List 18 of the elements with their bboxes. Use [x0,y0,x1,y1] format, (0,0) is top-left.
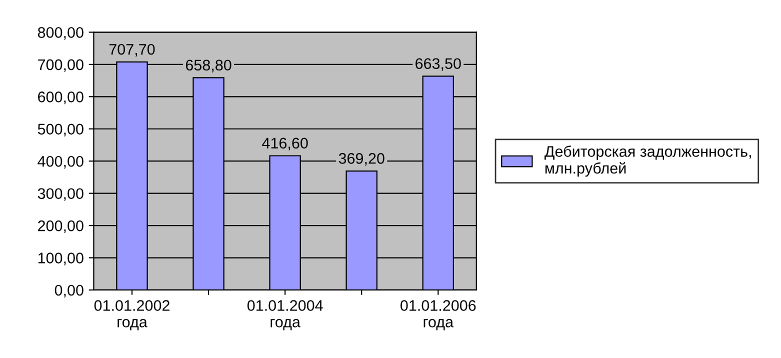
data-label: 658,80 [186,60,232,72]
data-label: 663,50 [416,58,461,71]
y-tick-label: 0,00 [54,284,84,298]
legend-label: Дебиторская задолженность, млн.рублей [544,146,751,177]
data-label: 707,70 [109,44,155,57]
y-tick-label: 500,00 [38,124,84,136]
x-tick-label: 01.01.2002 года [94,300,170,330]
y-tick-label: 200,00 [38,220,84,234]
y-tick-label: 600,00 [38,92,84,104]
y-tick-label: 300,00 [38,188,84,201]
y-tick-label: 100,00 [38,252,84,266]
y-tick-label: 800,00 [38,27,84,40]
y-tick-label: 400,00 [38,156,84,169]
x-tick-label: 01.01.2004 года [247,300,323,330]
y-tick-label: 700,00 [38,59,84,72]
x-tick-label: 01.01.2006 года [400,300,476,330]
data-label: 369,20 [338,153,384,166]
data-label: 416,60 [262,138,308,150]
